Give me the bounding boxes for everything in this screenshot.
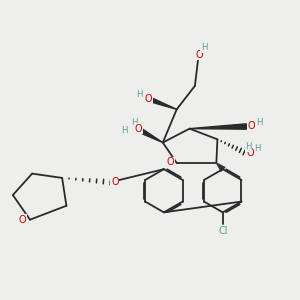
Text: H: H	[254, 143, 261, 152]
Text: H: H	[131, 118, 137, 127]
Text: H: H	[256, 118, 262, 127]
Text: H: H	[121, 126, 128, 135]
Text: Cl: Cl	[218, 226, 227, 236]
Text: O: O	[145, 94, 152, 104]
Text: O: O	[248, 121, 256, 131]
Text: O: O	[135, 124, 142, 134]
Text: H: H	[136, 90, 142, 99]
Polygon shape	[136, 126, 163, 142]
Text: O: O	[167, 157, 175, 167]
Text: O: O	[111, 177, 118, 187]
Text: H: H	[201, 43, 207, 52]
Text: O: O	[19, 215, 26, 225]
Polygon shape	[190, 124, 246, 129]
Text: O: O	[196, 50, 203, 59]
Text: O: O	[246, 148, 254, 158]
Polygon shape	[147, 96, 177, 110]
Text: H: H	[245, 142, 252, 151]
